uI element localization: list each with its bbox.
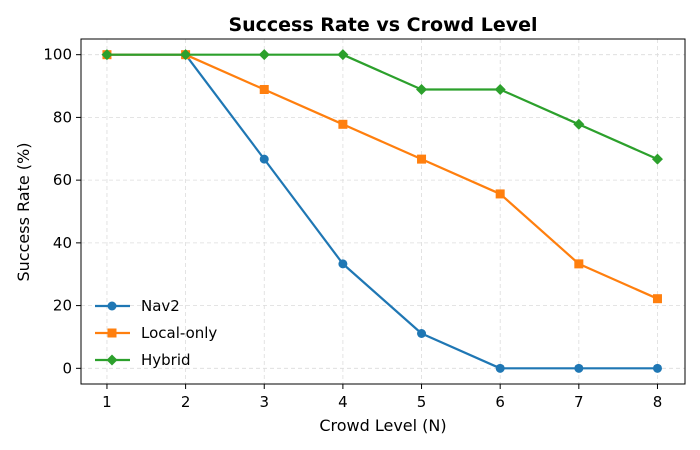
series-local-only — [102, 50, 662, 304]
legend-item: Nav2 — [95, 297, 180, 315]
data-point — [495, 189, 505, 199]
legend-label: Hybrid — [141, 351, 191, 369]
legend-marker — [106, 354, 118, 366]
data-point — [338, 119, 348, 129]
x-tick-label: 2 — [181, 393, 191, 411]
series-line — [106, 53, 658, 161]
legend-marker — [107, 328, 117, 338]
plot-frame — [80, 38, 686, 385]
data-point — [338, 259, 348, 269]
data-point — [337, 49, 349, 61]
data-point — [259, 84, 269, 94]
data-point — [416, 83, 428, 95]
y-tick-label: 20 — [53, 297, 72, 315]
series-line — [106, 53, 658, 300]
x-tick-label: 7 — [574, 393, 584, 411]
series-hybrid — [101, 49, 663, 165]
data-point — [417, 154, 427, 164]
data-point — [652, 294, 662, 304]
y-tick-label: 0 — [62, 359, 72, 377]
legend: Nav2 Local-only Hybrid — [95, 297, 217, 369]
y-tick-label: 80 — [53, 108, 72, 126]
data-point — [180, 49, 192, 61]
data-point — [573, 118, 585, 130]
data-point — [651, 153, 663, 165]
legend-label: Local-only — [141, 324, 217, 342]
series-line — [106, 53, 658, 370]
x-axis-label: Crowd Level (N) — [319, 416, 446, 435]
data-point — [258, 49, 270, 61]
data-point — [259, 154, 269, 164]
x-tick-label: 4 — [338, 393, 348, 411]
x-tick-label: 8 — [653, 393, 663, 411]
y-tick-label: 40 — [53, 234, 72, 252]
y-tick-label: 60 — [53, 171, 72, 189]
series-layer — [101, 49, 663, 373]
legend-label: Nav2 — [141, 297, 180, 315]
y-axis-label: Success Rate (%) — [14, 143, 33, 282]
x-tick-label: 3 — [259, 393, 269, 411]
data-point — [574, 259, 584, 269]
legend-item: Hybrid — [95, 351, 191, 369]
data-point — [494, 83, 506, 95]
legend-item: Local-only — [95, 324, 217, 342]
data-point — [652, 363, 662, 373]
chart-title: Success Rate vs Crowd Level — [228, 14, 537, 36]
data-point — [417, 329, 427, 339]
x-tick-label: 1 — [102, 393, 112, 411]
x-tick-label: 5 — [417, 393, 427, 411]
y-tick-label: 100 — [43, 46, 72, 64]
data-point — [574, 363, 584, 373]
data-point — [495, 363, 505, 373]
legend-marker — [107, 301, 117, 311]
data-point — [101, 49, 113, 61]
x-tick-label: 6 — [495, 393, 505, 411]
